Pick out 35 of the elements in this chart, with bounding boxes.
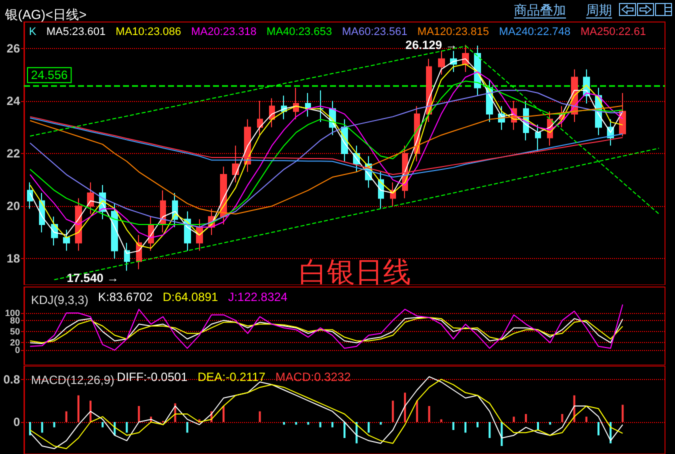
text: MA20:23.318 xyxy=(191,26,257,38)
text: MA60:23.561 xyxy=(342,26,408,38)
annotation: 白银日线 xyxy=(299,256,411,288)
y-tick-label: 100 xyxy=(4,308,20,318)
series-label: K:83.6702 xyxy=(98,290,154,304)
y-tick-label: 18 xyxy=(6,252,20,266)
text: MA120:23.815 xyxy=(417,26,489,38)
text: MA10:23.086 xyxy=(116,26,182,38)
series-label: DEA:-0.2117 xyxy=(198,370,266,384)
y-tick-label: 20 xyxy=(6,199,20,214)
series-label: D:64.0891 xyxy=(162,290,218,304)
text: DIFF:-0.0501 xyxy=(116,370,188,384)
ref-line-label: 24.556 xyxy=(31,68,68,82)
text: MA40:23.653 xyxy=(266,26,332,38)
series-label: J:122.8324 xyxy=(228,290,288,304)
text: KDJ(9,3,3) xyxy=(31,293,88,307)
y-tick-label: 22 xyxy=(6,146,20,160)
y-tick-label: 20 xyxy=(10,338,20,348)
y-tick-label: 24 xyxy=(6,94,20,108)
text: MA240:22.748 xyxy=(498,26,571,38)
y-tick-label: 0 xyxy=(14,345,20,356)
y-tick-label: 0 xyxy=(13,415,20,429)
chart-title: 银(AG)<日线> xyxy=(4,7,87,22)
y-tick-label: 26 xyxy=(6,41,20,56)
text: MA5:23.601 xyxy=(46,26,106,38)
text: K xyxy=(29,26,37,38)
y-tick-label: 80 xyxy=(10,315,20,326)
text: MACD:0.3232 xyxy=(275,370,352,384)
text: 商品叠加 xyxy=(514,2,566,18)
annotation: 17.540 → xyxy=(66,270,119,285)
text: MACD(12,26,9) xyxy=(31,373,114,387)
y-tick-label: 0.8 xyxy=(3,372,20,386)
y-tick-label: 50 xyxy=(10,326,20,337)
text: 周期 xyxy=(586,2,612,18)
text: MA250:22.61 xyxy=(580,26,646,38)
